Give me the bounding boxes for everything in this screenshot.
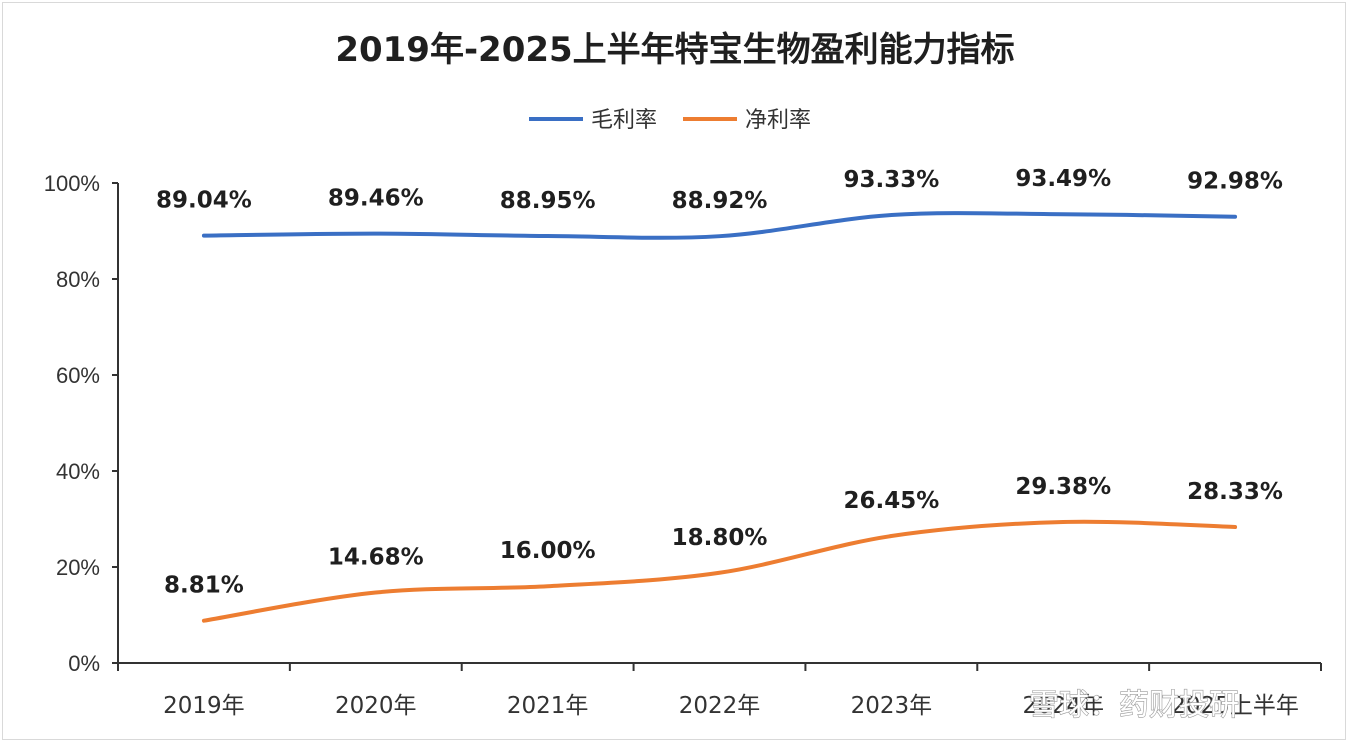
net-margin-data-label: 18.80%: [672, 525, 768, 551]
y-tick-label: 100%: [44, 171, 100, 196]
gross-margin-data-label: 93.49%: [1015, 166, 1111, 192]
y-tick-label: 20%: [56, 555, 100, 580]
x-tick-label: 2022年: [679, 693, 761, 719]
x-tick-label: 2024年: [1022, 693, 1104, 719]
net-margin-line: [201, 519, 1238, 623]
net-margin-data-label: 14.68%: [328, 545, 424, 571]
net-margin-data-label: 8.81%: [164, 573, 244, 599]
legend-label-net-margin: 净利率: [745, 108, 811, 133]
net-margin-data-label: 26.45%: [843, 488, 939, 514]
x-tick-label: 2025上半年: [1171, 693, 1299, 719]
net-margin-data-label: 28.33%: [1187, 479, 1283, 505]
gross-margin-data-label: 92.98%: [1187, 169, 1283, 195]
legend-label-gross-margin: 毛利率: [591, 108, 657, 133]
x-tick-label: 2019年: [163, 693, 245, 719]
y-tick-label: 60%: [56, 363, 100, 388]
legend: 毛利率 净利率: [529, 108, 811, 133]
x-tick-label: 2020年: [335, 693, 417, 719]
gross-margin-data-label: 93.33%: [843, 167, 939, 193]
y-tick-label: 0%: [68, 651, 100, 676]
gross-margin-line: [201, 211, 1238, 240]
y-tick-label: 40%: [56, 459, 100, 484]
data-labels: 89.04% 89.46% 88.95% 88.92% 93.33% 93.49% 92.9…: [156, 166, 1283, 598]
net-margin-data-label: 29.38%: [1015, 474, 1111, 500]
watermark-text: 雪球：药财投研: [1029, 688, 1239, 723]
gross-margin-data-label: 89.46%: [328, 186, 424, 212]
x-tick-label: 2021年: [507, 693, 589, 719]
net-margin-data-label: 16.00%: [500, 538, 596, 564]
chart-title: 2019年-2025上半年特宝生物盈利能力指标: [335, 30, 1014, 70]
series-layer: [201, 211, 1238, 623]
y-tick-label: 80%: [56, 267, 100, 292]
axes: 0% 20% 40% 60% 80% 100% 2019年 2020年 2021年 2022年 20…: [44, 171, 1322, 719]
gross-margin-data-label: 88.92%: [672, 188, 768, 214]
gross-margin-data-label: 88.95%: [500, 188, 596, 214]
line-chart: 2019年-2025上半年特宝生物盈利能力指标 毛利率 净利率 0% 20% 40%…: [44, 30, 1322, 724]
x-tick-label: 2023年: [851, 693, 933, 719]
gross-margin-data-label: 89.04%: [156, 188, 252, 214]
